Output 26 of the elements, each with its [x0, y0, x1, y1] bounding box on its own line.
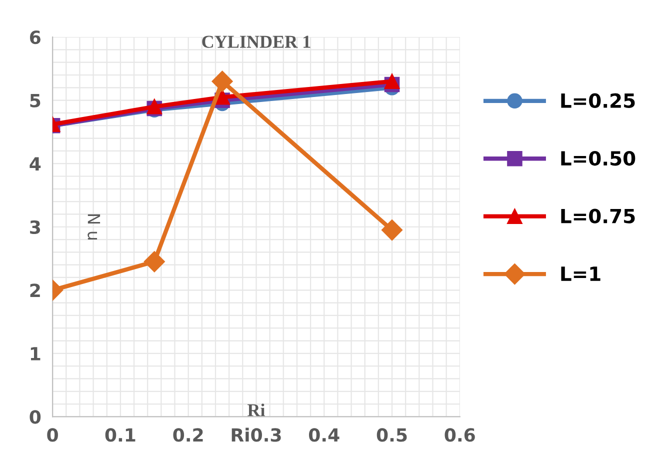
legend-label: L=0.25 — [561, 93, 635, 108]
legend-label: L=1 — [561, 266, 600, 281]
y-axis-title: N u — [88, 214, 100, 240]
x-tick-label: Ri0.3 — [232, 428, 281, 442]
x-tick-label: 0.1 — [105, 428, 136, 442]
legend-label: L=0.75 — [561, 208, 635, 224]
y-tick-label: 1 — [30, 347, 40, 360]
x-tick-label: 0.4 — [308, 428, 340, 442]
y-tick-label: 5 — [30, 94, 40, 108]
point — [381, 220, 403, 241]
chart-title: CYLINDER 1 — [202, 36, 310, 48]
point — [212, 70, 233, 92]
y-tick-label: 2 — [30, 284, 40, 298]
x-tick-label: 0.5 — [376, 428, 407, 442]
x-axis-title: Ri — [248, 404, 265, 416]
y-tick-label: 4 — [30, 157, 41, 170]
x-tick-label: 0.2 — [173, 428, 203, 442]
point — [144, 251, 165, 272]
legend-label: L=0.50 — [561, 150, 636, 166]
point — [214, 90, 230, 105]
y-tick-label: 3 — [30, 220, 40, 234]
point — [384, 74, 400, 89]
y-tick-label: 6 — [30, 30, 40, 44]
y-tick-label: 0 — [30, 410, 41, 424]
x-tick-label: 0.6 — [444, 428, 475, 442]
x-tick-label: 0 — [47, 428, 58, 442]
